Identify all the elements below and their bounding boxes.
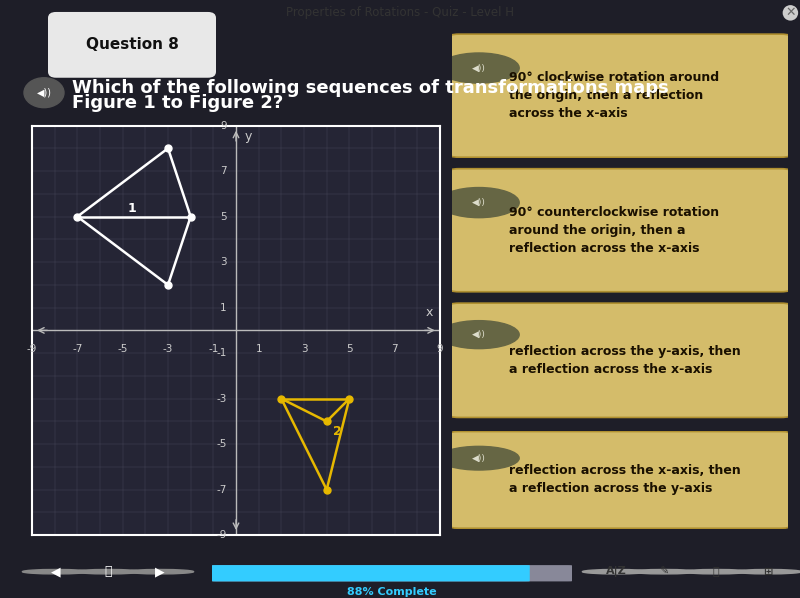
Text: ◀)): ◀))	[37, 88, 51, 97]
Circle shape	[438, 321, 519, 349]
Text: ⏸: ⏸	[104, 565, 112, 578]
Text: y: y	[245, 130, 253, 143]
FancyBboxPatch shape	[449, 303, 791, 417]
Circle shape	[734, 569, 800, 574]
Text: 90° clockwise rotation around
the origin, then a reflection
across the x-axis: 90° clockwise rotation around the origin…	[509, 71, 719, 120]
Text: 1: 1	[255, 344, 262, 354]
Text: ◀: ◀	[51, 565, 61, 578]
Text: 1: 1	[127, 202, 136, 215]
Text: ◀)): ◀))	[472, 198, 486, 207]
Text: ◀)): ◀))	[472, 63, 486, 72]
Circle shape	[682, 569, 750, 574]
Text: 9: 9	[437, 344, 443, 354]
Text: ✎: ✎	[659, 567, 669, 576]
Text: 3: 3	[301, 344, 307, 354]
Text: Which of the following sequences of transformations maps: Which of the following sequences of tran…	[72, 79, 669, 97]
Text: -5: -5	[217, 439, 227, 449]
Text: -3: -3	[217, 393, 227, 404]
Text: 3: 3	[220, 257, 227, 267]
FancyBboxPatch shape	[212, 565, 572, 581]
Text: -1: -1	[217, 348, 227, 358]
Text: A|Z: A|Z	[606, 566, 626, 577]
FancyBboxPatch shape	[212, 565, 530, 581]
Text: reflection across the x-axis, then
a reflection across the y-axis: reflection across the x-axis, then a ref…	[509, 465, 741, 495]
Text: ✕: ✕	[785, 7, 796, 19]
Circle shape	[74, 569, 142, 574]
Text: -3: -3	[163, 344, 173, 354]
Text: 7: 7	[220, 166, 227, 176]
Text: -1: -1	[208, 344, 218, 354]
Text: 7: 7	[391, 344, 398, 354]
Circle shape	[582, 569, 650, 574]
Text: ◀)): ◀))	[472, 454, 486, 463]
Text: -7: -7	[217, 485, 227, 495]
Text: 9: 9	[220, 121, 227, 130]
Text: reflection across the y-axis, then
a reflection across the x-axis: reflection across the y-axis, then a ref…	[509, 345, 741, 376]
Circle shape	[438, 446, 519, 470]
FancyBboxPatch shape	[449, 169, 791, 292]
Text: -9: -9	[27, 344, 37, 354]
Text: 📋: 📋	[713, 567, 719, 576]
Text: ⊞: ⊞	[763, 567, 773, 576]
Text: 2: 2	[334, 425, 342, 438]
Circle shape	[438, 188, 519, 218]
Text: -5: -5	[118, 344, 128, 354]
Text: Figure 1 to Figure 2?: Figure 1 to Figure 2?	[72, 94, 283, 112]
Text: 1: 1	[220, 303, 227, 313]
Text: 88% Complete: 88% Complete	[347, 587, 437, 597]
Text: 5: 5	[220, 212, 227, 222]
Circle shape	[22, 569, 90, 574]
Circle shape	[438, 53, 519, 83]
Text: ▶: ▶	[155, 565, 165, 578]
Text: 90° counterclockwise rotation
around the origin, then a
reflection across the x-: 90° counterclockwise rotation around the…	[509, 206, 719, 255]
Circle shape	[126, 569, 194, 574]
Text: x: x	[426, 306, 434, 319]
Text: 5: 5	[346, 344, 353, 354]
Text: Question 8: Question 8	[86, 37, 178, 53]
Text: -9: -9	[217, 530, 227, 540]
FancyBboxPatch shape	[449, 34, 791, 157]
Text: ◀)): ◀))	[472, 330, 486, 339]
FancyBboxPatch shape	[449, 432, 791, 528]
Text: -7: -7	[72, 344, 82, 354]
Text: Properties of Rotations - Quiz - Level H: Properties of Rotations - Quiz - Level H	[286, 7, 514, 19]
Circle shape	[630, 569, 698, 574]
